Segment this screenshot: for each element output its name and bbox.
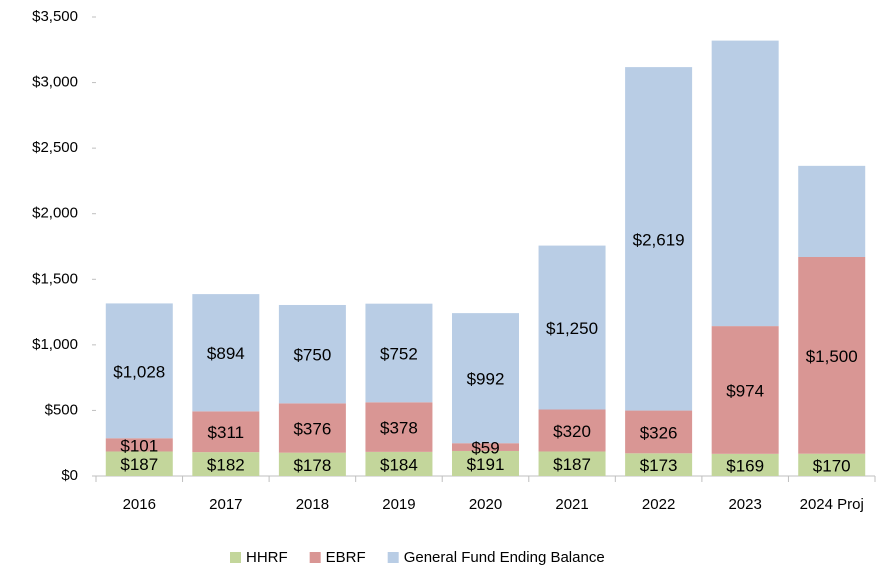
bar-segment (365, 451, 433, 476)
value-label: $326 (640, 423, 678, 442)
bar-segment (625, 453, 693, 476)
value-label: $311 (208, 423, 245, 442)
bar-segment (452, 450, 519, 476)
value-label: $974 (726, 381, 764, 400)
y-tick-label: $0 (61, 467, 78, 484)
value-label: $2,619 (633, 230, 685, 249)
bar-segment (625, 67, 693, 411)
bar-segment (365, 402, 433, 452)
bar-segment (625, 410, 693, 454)
value-label: $59 (471, 439, 499, 458)
x-tick-label: 2022 (642, 496, 675, 513)
y-tick-label: $1,500 (32, 270, 78, 287)
value-label: $191 (467, 455, 505, 474)
bar-segment (538, 409, 606, 452)
value-label: $1,028 (113, 362, 165, 381)
legend-label: General Fund Ending Balance (404, 549, 605, 566)
y-tick-label: $3,000 (32, 74, 78, 91)
value-label: $184 (380, 455, 418, 474)
value-label: $101 (120, 436, 158, 455)
value-label: $378 (380, 419, 418, 438)
bar-segment (711, 326, 779, 454)
value-label: $170 (813, 456, 851, 475)
value-label: $182 (207, 456, 245, 475)
value-label: $750 (293, 346, 331, 365)
bar-segment (278, 403, 346, 453)
value-label: $992 (467, 370, 505, 389)
x-tick-label: 2020 (469, 496, 502, 513)
x-tick-label: 2024 Proj (800, 496, 864, 513)
value-label: $320 (553, 422, 591, 441)
bar-segment (278, 452, 346, 476)
value-label: $752 (380, 344, 418, 363)
legend-swatch (230, 552, 241, 563)
y-tick-label: $500 (45, 401, 78, 418)
x-tick-label: 2017 (209, 496, 242, 513)
bar-segment (798, 256, 866, 454)
legend-swatch (309, 552, 321, 563)
y-tick-label: $2,000 (32, 205, 78, 222)
x-tick-label: 2018 (296, 496, 329, 513)
bar-segment (452, 313, 519, 444)
bar-segment (192, 452, 260, 476)
bar-segment (711, 40, 779, 327)
bar-segment (798, 165, 866, 257)
x-tick-label: 2023 (728, 496, 761, 513)
y-tick-label: $2,500 (32, 139, 78, 156)
bar-segment (105, 438, 173, 452)
value-label: $187 (120, 455, 158, 474)
bar-segment (105, 303, 173, 439)
y-tick-label: $1,000 (32, 336, 78, 353)
legend-label: EBRF (326, 549, 366, 566)
value-label: $187 (553, 455, 591, 474)
bar-segment (798, 453, 866, 476)
bar-segment (105, 451, 173, 476)
value-label: $1,500 (806, 347, 858, 366)
y-tick-label: $3,500 (32, 8, 78, 25)
bar-segment (192, 411, 260, 453)
bar-segment (365, 303, 433, 403)
value-label: $178 (293, 456, 331, 475)
bar-segment (452, 443, 519, 451)
bar-segment (278, 304, 346, 404)
x-tick-label: 2019 (382, 496, 415, 513)
value-label: $376 (293, 419, 331, 438)
bar-segment (538, 245, 606, 410)
legend-swatch (387, 552, 399, 563)
value-label: $1,250 (546, 319, 598, 338)
legend-label: HHRF (246, 549, 288, 566)
bar-segment (711, 453, 779, 476)
bar-segment (538, 451, 606, 476)
value-label: $894 (207, 344, 245, 363)
x-tick-label: 2021 (555, 496, 588, 513)
value-label: $169 (726, 456, 764, 475)
x-tick-label: 2016 (123, 496, 156, 513)
bar-segment (192, 294, 260, 412)
value-label: $173 (640, 456, 678, 475)
